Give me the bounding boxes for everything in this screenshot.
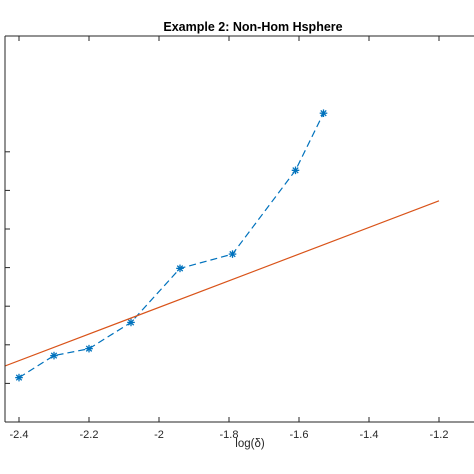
data-point-marker	[176, 264, 184, 273]
data-point-marker	[127, 318, 135, 327]
x-tick-label: -1.8	[220, 429, 239, 441]
data-point-marker	[319, 109, 328, 117]
x-tick-label: -1.4	[360, 429, 379, 441]
series-line-1	[18, 112, 325, 379]
x-tick-label: -1.2	[430, 429, 449, 441]
data-point-marker	[15, 373, 23, 382]
series-line-2	[5, 200, 440, 367]
data-point-marker	[50, 351, 58, 360]
x-tick-label: -1.6	[290, 429, 309, 441]
data-point-marker	[85, 344, 93, 353]
chart-title: Example 2: Non-Hom Hsphere	[163, 20, 342, 34]
x-axis-label: log(δ)	[235, 438, 265, 450]
x-tick-label: -2.2	[80, 429, 99, 441]
x-tick-label: -2.4	[10, 429, 29, 441]
data-point-marker	[291, 166, 300, 175]
data-point-marker	[228, 250, 237, 258]
x-tick-label: -2	[154, 429, 164, 441]
